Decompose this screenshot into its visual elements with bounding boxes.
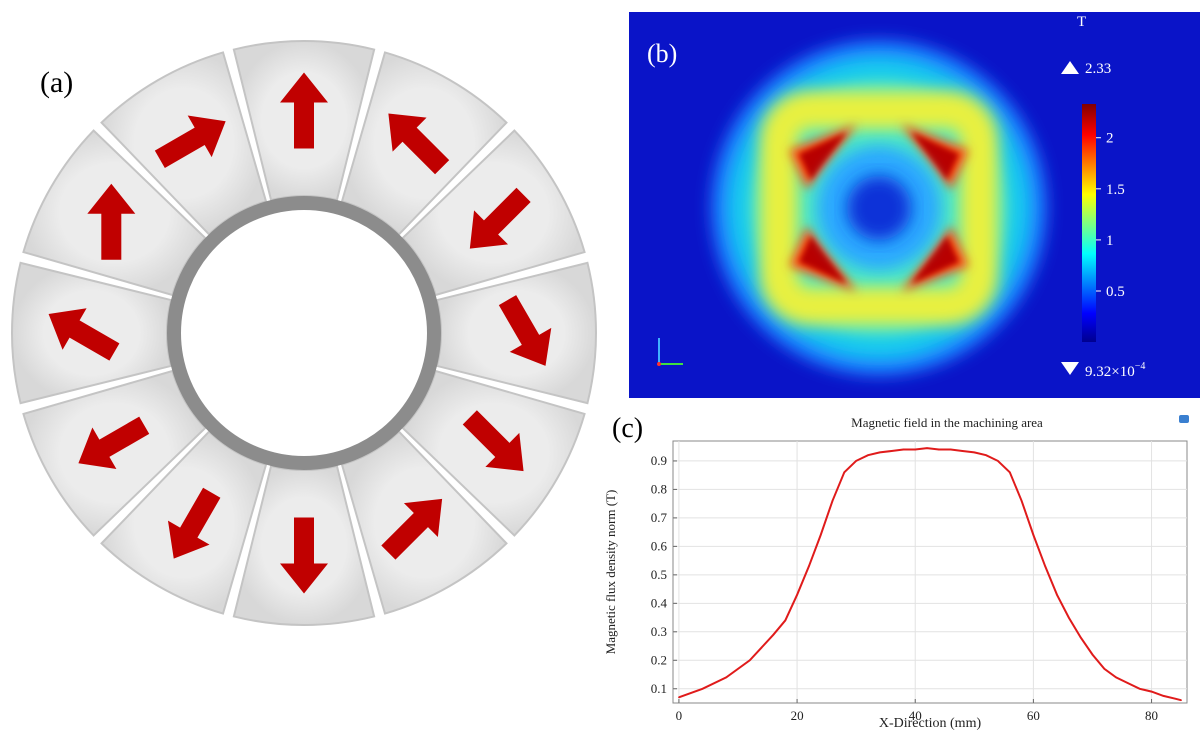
flux-line-chart: Magnetic field in the machining area 0 20… — [603, 415, 1189, 731]
inner-ring — [167, 196, 441, 470]
colorbar-min-label: 9.32×10−4 — [1085, 361, 1145, 380]
magnetization-arrow-icon — [280, 72, 328, 149]
data-point — [949, 448, 952, 451]
data-point — [784, 619, 787, 622]
data-point — [772, 633, 775, 636]
y-tick-label: 0.2 — [651, 652, 667, 667]
colorbar-min-exponent: −4 — [1135, 361, 1146, 372]
magnetization-arrow-icon — [48, 308, 120, 361]
colorbar-tick-label: 1 — [1106, 233, 1114, 249]
magnetization-arrow-icon — [498, 295, 552, 366]
data-point — [1174, 697, 1176, 700]
export-icon[interactable] — [1179, 415, 1189, 423]
data-point — [914, 448, 917, 451]
data-point — [749, 659, 751, 662]
colorbar-min-mantissa: 9.32×10 — [1085, 364, 1135, 380]
data-point — [1103, 668, 1106, 670]
x-tick-label: 40 — [909, 708, 922, 723]
panel-b-label: (b) — [647, 39, 677, 68]
y-tick-label: 0.4 — [651, 595, 668, 610]
data-point — [678, 696, 680, 699]
data-point — [1138, 687, 1141, 690]
y-tick-label: 0.5 — [651, 567, 667, 582]
panel-c-label: (c) — [612, 413, 644, 444]
data-point — [902, 448, 905, 451]
data-point — [1056, 593, 1058, 596]
data-point — [1079, 636, 1082, 639]
data-point — [878, 451, 881, 454]
magnetization-arrow-icon — [167, 487, 221, 559]
colorbar-max-label: 2.33 — [1085, 61, 1111, 77]
data-point — [819, 534, 822, 536]
x-axis-label: X-Direction (mm) — [879, 716, 982, 731]
colorbar-unit: T — [1077, 14, 1086, 30]
magnetization-arrow-icon — [381, 498, 443, 560]
data-point — [808, 565, 810, 568]
data-point — [938, 448, 940, 451]
flux-density-heatmap: (b) T 2.33 2 1.5 1 0.5 9.32×10−4 — [629, 12, 1200, 398]
data-point — [843, 471, 846, 474]
data-point — [926, 447, 928, 449]
field-pattern — [711, 40, 1047, 376]
data-point — [1044, 565, 1047, 568]
data-point — [867, 454, 869, 457]
magnetization-arrow-icon — [87, 183, 136, 260]
data-point — [890, 450, 893, 452]
colorbar-tick-label: 0.5 — [1106, 284, 1125, 300]
series-line — [678, 447, 1182, 702]
y-tick-label: 0.8 — [651, 481, 667, 496]
y-tick-label: 0.3 — [651, 624, 667, 639]
panel-a-label: (a) — [40, 66, 74, 99]
magnetization-arrow-icon — [78, 416, 150, 470]
min-triangle-icon — [1061, 362, 1079, 375]
y-axis-label: Magnetic flux density norm (T) — [603, 490, 618, 655]
x-tick-label: 80 — [1145, 708, 1158, 723]
x-tick-label: 60 — [1027, 708, 1040, 723]
data-point — [1115, 676, 1117, 679]
data-point — [1091, 653, 1094, 656]
y-tick-label: 0.1 — [651, 681, 667, 696]
x-tick-label: 20 — [791, 708, 804, 723]
halbach-ring-diagram — [11, 40, 597, 626]
data-point — [1020, 500, 1023, 502]
data-point — [701, 687, 704, 690]
data-point — [997, 460, 999, 462]
plot-area — [672, 440, 1188, 704]
axis-triad-icon — [657, 338, 683, 366]
magnetization-arrow-icon — [388, 113, 450, 175]
data-point — [855, 460, 857, 462]
colorbar-tick-label: 1.5 — [1106, 182, 1125, 198]
magnetization-arrow-icon — [469, 187, 531, 249]
y-tick-label: 0.9 — [651, 453, 667, 468]
y-tick-label: 0.6 — [651, 538, 668, 553]
y-tick-label: 0.7 — [651, 510, 668, 525]
colorbar — [1082, 104, 1096, 342]
magnetization-arrow-icon — [462, 410, 524, 472]
data-point — [973, 451, 976, 454]
data-point — [961, 450, 964, 452]
chart-title: Magnetic field in the machining area — [851, 415, 1043, 430]
data-point — [1127, 682, 1129, 684]
colorbar-tick-label: 2 — [1106, 131, 1114, 147]
data-point — [1008, 471, 1011, 474]
data-point — [831, 500, 834, 502]
data-point — [1180, 699, 1182, 701]
data-point — [1162, 695, 1165, 697]
data-point — [1150, 690, 1153, 693]
data-point — [985, 454, 987, 457]
x-tick-label: 0 — [676, 708, 683, 723]
max-triangle-icon — [1061, 61, 1079, 74]
magnetization-arrow-icon — [280, 517, 328, 594]
data-point — [725, 676, 727, 679]
magnetization-arrow-icon — [154, 115, 226, 168]
data-point — [1068, 616, 1070, 619]
data-point — [796, 593, 798, 596]
data-point — [1032, 534, 1035, 536]
